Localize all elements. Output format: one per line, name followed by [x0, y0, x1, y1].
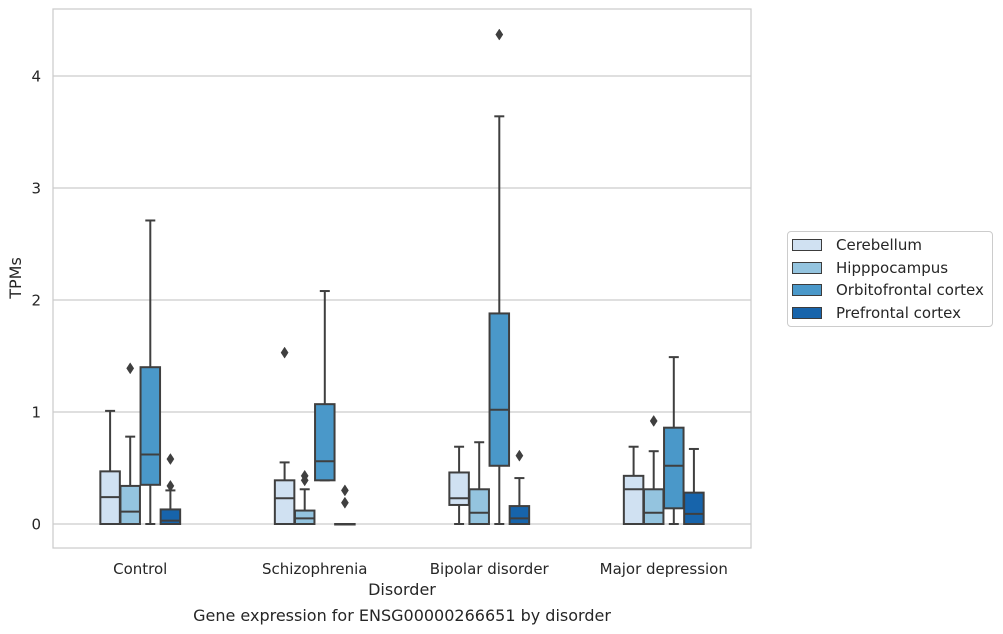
legend-item: Hipppocampus [792, 258, 948, 278]
box-iqr [683, 491, 705, 526]
box-iqr [314, 403, 336, 482]
legend-swatch [792, 261, 822, 274]
box-iqr [139, 366, 162, 486]
y-tick-label: 1 [31, 404, 41, 422]
outlier-point [126, 362, 135, 375]
box-iqr [273, 479, 296, 526]
box-cerebellum [622, 445, 645, 525]
x-tick-labels: Control Schizophrenia Bipolar disorder Majo… [113, 560, 728, 578]
legend-item: Prefrontal cortex [792, 303, 961, 323]
box-cerebellum [273, 346, 296, 526]
y-tick-label: 3 [31, 180, 41, 198]
outlier-point [515, 449, 524, 462]
box-iqr [159, 508, 182, 526]
legend-item: Cerebellum [792, 235, 922, 255]
y-tick-labels: 0 1 2 3 4 [31, 68, 41, 534]
box-iqr [508, 505, 531, 525]
y-tick-label: 2 [31, 292, 41, 310]
legend-swatch [792, 239, 822, 251]
box-orbitofrontal-cortex [488, 28, 511, 525]
legend-label: Hipppocampus [836, 258, 949, 277]
outlier-point [166, 479, 175, 492]
figure-caption: Gene expression for ENSG00000266651 by d… [193, 606, 611, 625]
box-hipppocampus [119, 362, 141, 526]
box-hipppocampus [468, 441, 490, 525]
legend-swatch [792, 306, 822, 319]
outlier-point [300, 474, 309, 487]
x-tick-label: Control [113, 560, 167, 578]
box-iqr [488, 312, 511, 467]
outlier-point [280, 346, 289, 359]
box-cerebellum [99, 409, 121, 525]
legend-label: Cerebellum [836, 236, 922, 254]
box-iqr [119, 484, 141, 526]
box-orbitofrontal-cortex [663, 356, 685, 525]
x-tick-label: Major depression [600, 560, 728, 578]
box-iqr [293, 509, 316, 525]
box-series [99, 28, 705, 526]
box-prefrontal-cortex [334, 484, 356, 526]
legend-item: Orbitofrontal cortex [792, 280, 984, 300]
box-prefrontal-cortex [159, 453, 182, 526]
legend-label: Orbitofrontal cortex [836, 281, 984, 299]
box-iqr [663, 426, 685, 510]
y-tick-label: 4 [31, 68, 41, 86]
y-tick-label: 0 [31, 516, 41, 534]
box-prefrontal-cortex [683, 447, 705, 526]
box-orbitofrontal-cortex [314, 290, 336, 482]
outlier-point [341, 496, 349, 509]
legend-swatch [792, 284, 822, 296]
box-prefrontal-cortex [508, 449, 531, 525]
x-tick-label: Schizophrenia [262, 560, 367, 578]
legend-label: Prefrontal cortex [836, 303, 961, 322]
x-tick-label: Bipolar disorder [430, 560, 550, 578]
box-iqr [448, 471, 470, 506]
outlier-point [166, 453, 175, 465]
box-iqr [622, 474, 645, 525]
legend: Cerebellum Hipppocampus Orbitofrontal cort… [787, 231, 993, 327]
box-orbitofrontal-cortex [139, 219, 162, 525]
box-iqr [468, 488, 490, 525]
box-iqr [642, 488, 665, 525]
x-axis-label: Disorder [368, 580, 436, 599]
outlier-point [649, 415, 658, 427]
outlier-point [341, 484, 349, 497]
box-hipppocampus [293, 469, 316, 525]
outlier-point [495, 28, 504, 41]
box-cerebellum [448, 445, 470, 525]
y-axis-label: TPMs [6, 257, 25, 300]
